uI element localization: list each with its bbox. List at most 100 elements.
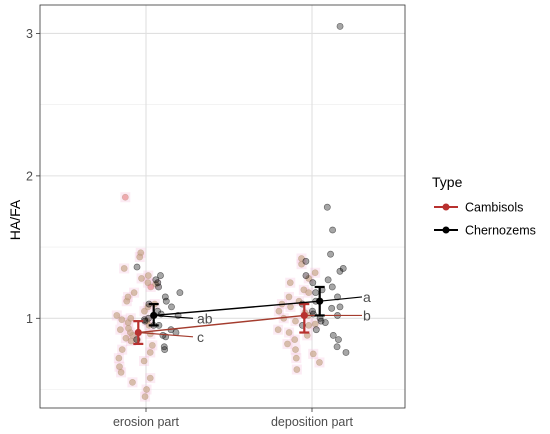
data-point — [342, 349, 350, 356]
group-letters: c b ab a — [197, 289, 371, 345]
data-point — [116, 363, 123, 371]
data-point — [302, 272, 310, 279]
data-point — [118, 316, 126, 324]
series-mean-line — [138, 314, 305, 334]
data-point — [121, 193, 129, 201]
data-point — [138, 275, 145, 282]
y-axis-title: HA/FA — [7, 199, 23, 240]
data-point — [274, 326, 282, 334]
group-label-leader — [153, 314, 194, 319]
data-point — [291, 336, 299, 344]
data-point — [118, 346, 126, 354]
data-point — [335, 336, 342, 344]
group-letter: c — [197, 329, 204, 345]
grid — [40, 5, 405, 408]
data-point — [324, 276, 332, 284]
data-point — [141, 393, 149, 401]
data-point — [275, 307, 283, 315]
legend-key-point — [442, 203, 450, 211]
legend-key-point — [442, 226, 450, 234]
data-point — [309, 279, 317, 287]
plot-background — [40, 5, 405, 408]
y-tick-label: 2 — [26, 169, 33, 183]
data-point — [292, 346, 299, 354]
mean-point — [316, 297, 324, 305]
data-point — [293, 366, 301, 373]
data-point — [136, 253, 144, 261]
data-point — [115, 354, 123, 362]
data-point — [117, 368, 125, 376]
data-point — [120, 265, 128, 272]
data-point — [312, 326, 320, 334]
data-point — [130, 289, 138, 297]
legend-title: Type — [432, 174, 463, 190]
group-label-leader — [138, 331, 194, 338]
data-point — [336, 303, 344, 311]
mean-point — [134, 328, 142, 337]
data-point — [144, 272, 152, 279]
data-point — [334, 293, 341, 301]
data-point — [162, 297, 170, 305]
data-point — [286, 279, 294, 287]
data-point — [336, 22, 344, 30]
data-point — [133, 263, 141, 271]
data-point — [143, 386, 150, 393]
data-point — [305, 289, 313, 297]
data-point — [146, 349, 154, 356]
y-tick-label: 1 — [26, 312, 33, 326]
data-point — [129, 378, 136, 386]
group-label-leader — [319, 296, 363, 302]
data-point — [285, 293, 293, 301]
data-point — [125, 324, 132, 332]
series-mean-line — [153, 300, 320, 317]
legend-label: Chernozems — [465, 224, 536, 238]
x-tick-label: erosion part — [113, 415, 180, 429]
data-point — [317, 317, 325, 325]
data-point — [146, 374, 154, 382]
data-point — [327, 250, 334, 258]
data-point — [309, 350, 317, 358]
mean-point — [300, 311, 308, 320]
legend-label: Cambisols — [465, 201, 523, 215]
data-point — [329, 331, 337, 339]
data-point — [333, 343, 341, 351]
data-point — [316, 359, 323, 366]
data-point — [292, 354, 300, 362]
data-point — [311, 269, 319, 277]
data-point — [323, 203, 331, 211]
group-letter: a — [363, 289, 371, 305]
data-point — [328, 283, 336, 291]
y-tick-label: 3 — [26, 27, 33, 41]
data-point — [124, 293, 132, 301]
axis-ticks: 1 2 3 erosion part deposition part — [26, 27, 353, 429]
data-point — [113, 312, 121, 319]
group-letter: ab — [197, 310, 213, 326]
data-point — [157, 272, 164, 279]
data-point — [161, 293, 169, 301]
data-point — [305, 322, 313, 329]
plot-panel-border — [39, 4, 406, 409]
data-point — [321, 319, 329, 326]
data-point — [329, 226, 336, 234]
data-point — [302, 257, 310, 265]
data-point — [336, 267, 344, 275]
data-point — [176, 289, 184, 297]
mean-lines — [133, 285, 363, 346]
data-point — [127, 314, 135, 322]
data-point — [122, 334, 130, 342]
data-point — [148, 341, 156, 349]
data-point — [285, 329, 293, 336]
legend: Type Cambisols Chernozems — [432, 174, 536, 238]
group-letter: b — [363, 307, 371, 323]
data-point — [141, 307, 148, 315]
data-point — [168, 303, 175, 311]
data-point — [312, 289, 320, 297]
data-point — [140, 357, 148, 365]
data-point — [328, 304, 336, 312]
data-point — [292, 317, 299, 325]
data-point — [144, 279, 152, 287]
mean-point — [150, 311, 158, 320]
data-point — [300, 286, 308, 294]
data-point — [161, 346, 169, 354]
